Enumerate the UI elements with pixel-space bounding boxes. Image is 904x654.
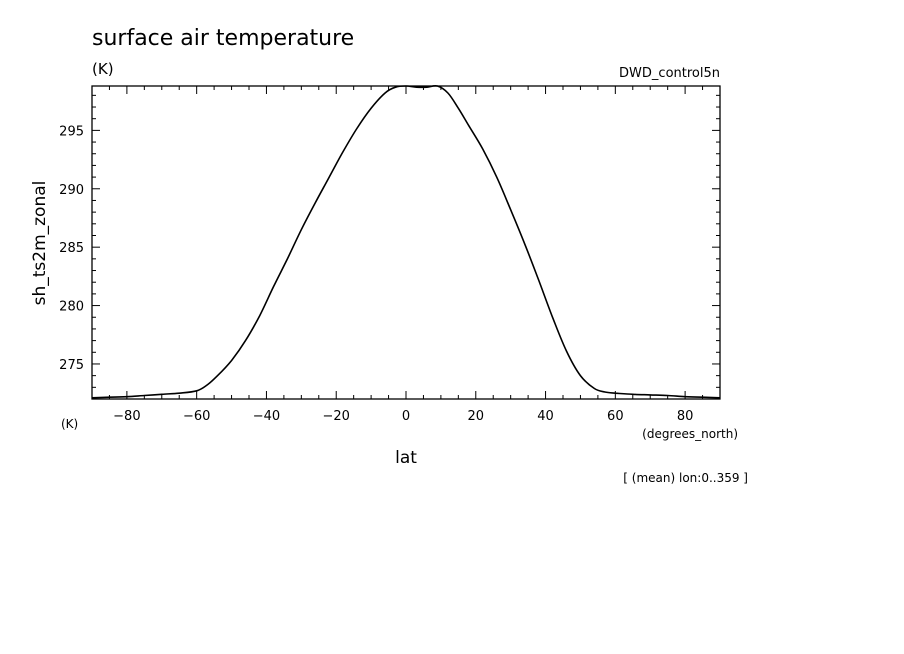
series-group xyxy=(91,84,721,399)
y-tick-label: 290 xyxy=(59,183,84,198)
y-tick-label: 295 xyxy=(59,124,84,139)
x-tick-label: 0 xyxy=(402,409,410,424)
x-tick-label: −40 xyxy=(253,409,280,424)
x-tick-label: 60 xyxy=(607,409,624,424)
y-tick-labels: 275 280 285 290 295 xyxy=(59,124,84,373)
x-tick-label: −80 xyxy=(113,409,140,424)
series-line xyxy=(91,84,721,399)
x-tick-labels: −80 −60 −40 −20 0 20 40 60 80 xyxy=(113,409,693,424)
x-tick-label: 80 xyxy=(677,409,694,424)
x-axis-label: lat xyxy=(395,448,417,468)
averaging-note: [ (mean) lon:0..359 ] xyxy=(623,471,748,485)
y-axis-units: (K) xyxy=(61,417,78,431)
plot-axes xyxy=(91,85,721,400)
x-tick-label: −60 xyxy=(183,409,210,424)
axis-ticks xyxy=(91,86,721,400)
x-axis-units: (degrees_north) xyxy=(642,427,738,441)
y-tick-label: 285 xyxy=(59,241,84,256)
x-tick-label: 40 xyxy=(537,409,554,424)
x-tick-label: −20 xyxy=(323,409,350,424)
title-units: (K) xyxy=(92,60,114,78)
y-tick-label: 280 xyxy=(59,300,84,315)
y-tick-label: 275 xyxy=(59,358,84,373)
dataset-label: DWD_control5n xyxy=(619,66,720,81)
x-tick-label: 20 xyxy=(468,409,485,424)
plot-frame xyxy=(91,85,721,400)
chart-title: surface air temperature xyxy=(92,26,354,51)
y-axis-label: sh_ts2m_zonal xyxy=(30,181,50,306)
